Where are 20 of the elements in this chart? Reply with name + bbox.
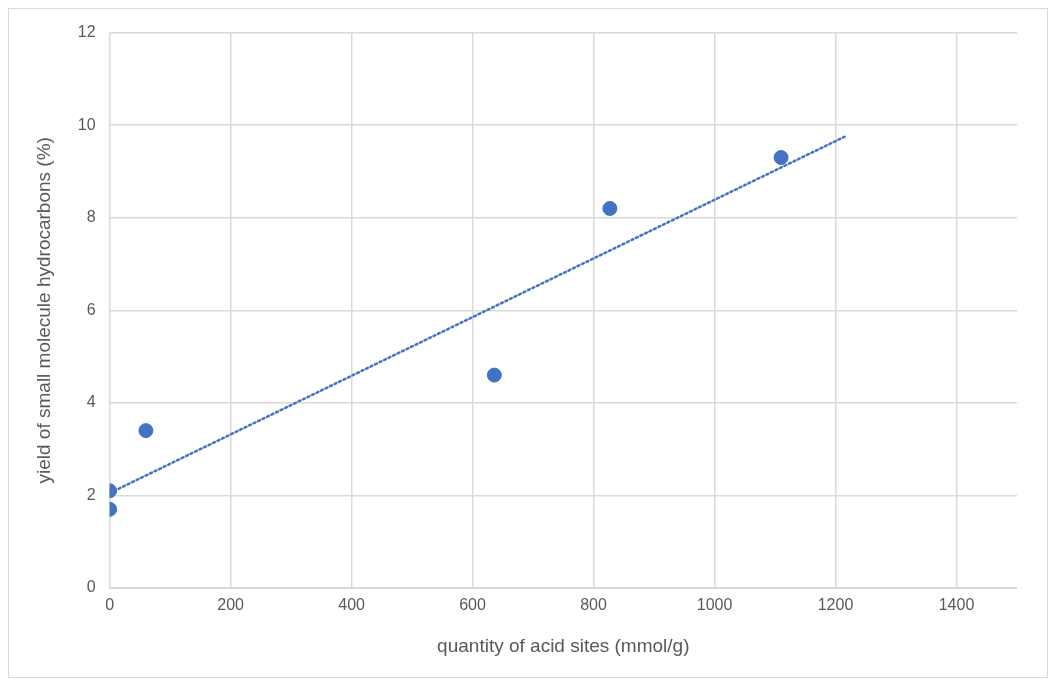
- x-tick-label: 0: [105, 596, 115, 614]
- y-tick-label: 6: [86, 300, 96, 318]
- x-tick-label: 1200: [817, 596, 854, 614]
- y-tick-label: 8: [86, 208, 96, 226]
- point: [602, 200, 618, 216]
- x-axis-title: quantity of acid sites (mmol/g): [437, 634, 690, 656]
- point: [486, 367, 502, 383]
- x-tick-label: 200: [217, 596, 245, 614]
- x-tick-label: 800: [580, 596, 607, 614]
- x-tick-label: 600: [459, 596, 486, 614]
- y-tick-label: 4: [86, 393, 96, 411]
- y-tick-label: 0: [86, 578, 96, 596]
- point: [773, 150, 789, 166]
- x-tick-label: 1400: [938, 596, 975, 614]
- y-axis-title: yield of small molecule hydrocarbons (%): [32, 137, 54, 484]
- x-tick-label: 1000: [696, 596, 733, 614]
- y-tick-label: 10: [77, 115, 96, 133]
- y-tick-label: 12: [77, 23, 96, 41]
- y-tick-label: 2: [86, 485, 96, 503]
- x-tick-label: 400: [338, 596, 366, 614]
